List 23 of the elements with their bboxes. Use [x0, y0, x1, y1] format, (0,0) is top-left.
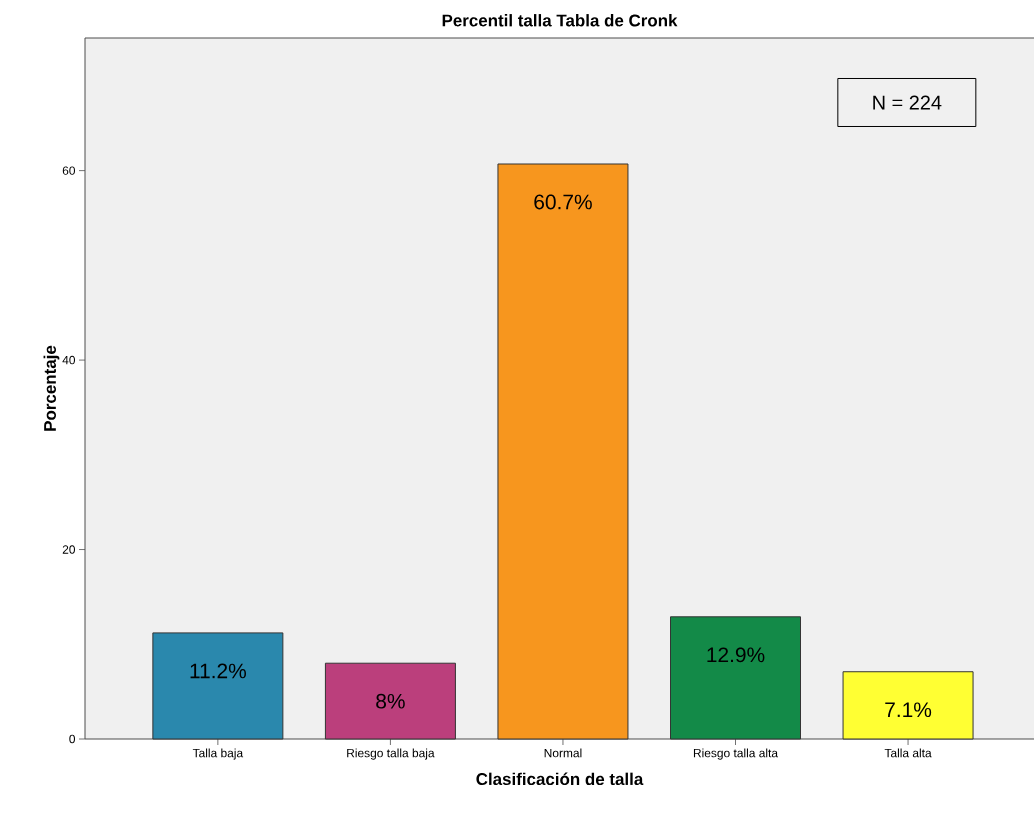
x-tick-label: Talla baja: [192, 748, 244, 760]
y-axis-title: Porcentaje: [43, 345, 60, 431]
y-tick-label: 0: [69, 734, 76, 744]
data-label: 7.1%: [885, 702, 932, 718]
annotation: N = 224: [873, 95, 942, 110]
data-label: 8%: [376, 693, 405, 709]
y-tick-label: 40: [62, 355, 76, 365]
x-tick-label: Riesgo talla baja: [347, 748, 435, 760]
x-axis-title: Clasificación de talla: [476, 772, 644, 786]
data-label: 60.7%: [534, 194, 592, 210]
bar: [497, 163, 629, 740]
y-tick-label: 60: [62, 166, 76, 175]
data-label: 12.9%: [707, 647, 765, 663]
bar: [152, 632, 284, 740]
y-tick-label: 20: [62, 545, 76, 554]
x-tick-label: Normal: [544, 748, 582, 758]
chart-title: Percentil talla Tabla de Cronk: [442, 14, 678, 27]
bar: [324, 662, 456, 740]
x-tick-label: Talla alta: [884, 748, 932, 758]
data-label: 11.2%: [190, 663, 246, 679]
x-tick-label: Riesgo talla alta: [693, 748, 778, 760]
bar: [842, 671, 974, 740]
bar: [670, 616, 801, 740]
